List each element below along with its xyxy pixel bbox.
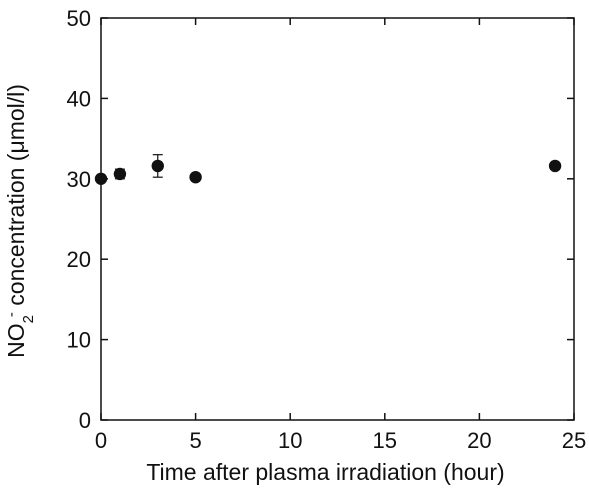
y-axis-label-suffix: concentration (μmol/l) xyxy=(3,84,29,312)
x-tick-label: 20 xyxy=(467,428,491,453)
data-point xyxy=(94,172,108,185)
data-point xyxy=(151,159,164,173)
tick-labels: 0 5 10 15 20 25 0 10 20 30 40 50 xyxy=(67,6,587,453)
y-tick-label: 50 xyxy=(67,6,91,31)
x-tick-label: 25 xyxy=(562,428,586,453)
y-tick-label: 30 xyxy=(67,167,91,192)
data-points xyxy=(94,154,562,185)
x-axis-label: Time after plasma irradiation (hour) xyxy=(146,459,504,485)
x-tick-label: 0 xyxy=(95,428,107,453)
x-tick-label: 15 xyxy=(373,428,397,453)
x-tick-label: 10 xyxy=(278,428,302,453)
plot-frame xyxy=(100,17,575,421)
data-point xyxy=(113,167,127,181)
x-tick-label: 5 xyxy=(189,428,201,453)
y-tick-label: 10 xyxy=(67,328,91,353)
y-axis-label-prefix: NO xyxy=(3,323,29,358)
y-tick-label: 20 xyxy=(67,247,91,272)
y-axis-label: NO2- concentration (μmol/l) xyxy=(3,84,37,358)
axis-ticks xyxy=(100,17,575,421)
y-axis-label-superscript: - xyxy=(3,312,20,317)
data-point xyxy=(548,159,562,173)
y-tick-label: 40 xyxy=(67,86,91,111)
y-axis-label-subscript: 2 xyxy=(20,315,37,323)
y-tick-label: 0 xyxy=(79,408,91,433)
data-point xyxy=(189,170,202,184)
